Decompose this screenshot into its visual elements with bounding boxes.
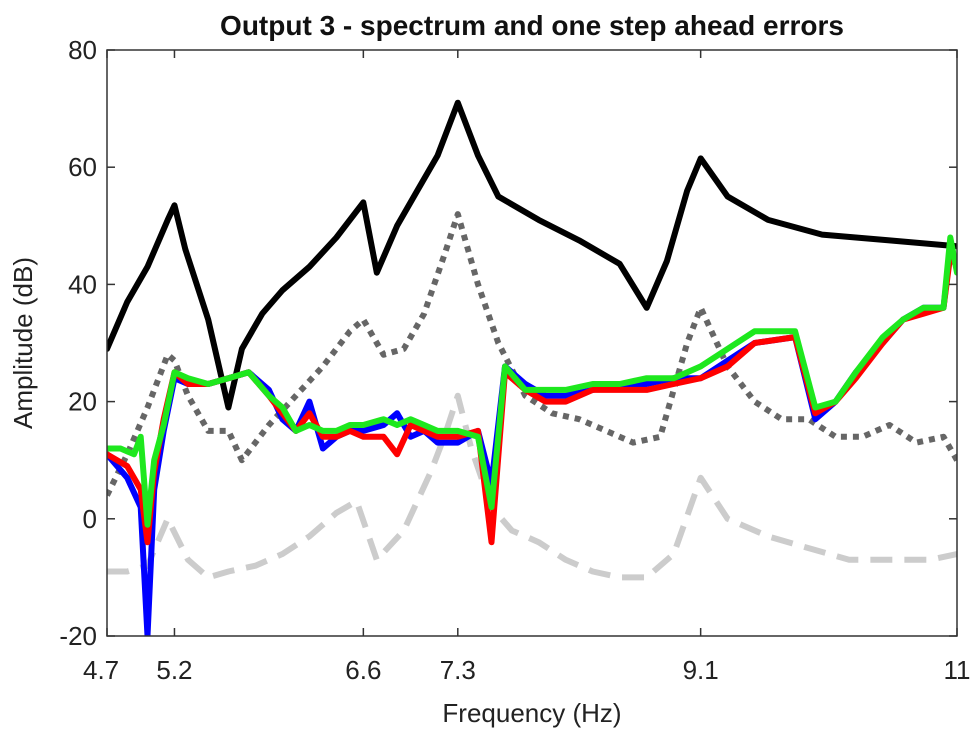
y-axis: -20 0 20 40 60 80 [59,35,957,651]
x-tick-label: 4.7 [83,655,119,685]
x-tick-label: 5.2 [156,655,192,685]
series-line-4 [107,234,957,528]
x-tick-label: 11 [944,655,971,685]
y-tick-label: 80 [68,35,97,65]
y-tick-label: 0 [83,504,97,534]
x-axis-label: Frequency (Hz) [442,698,621,728]
plot-area [107,99,957,636]
series-line-5 [107,211,957,497]
x-tick-label: 6.6 [345,655,381,685]
y-tick-label: -20 [59,621,97,651]
chart-title: Output 3 - spectrum and one step ahead e… [220,10,844,41]
y-tick-label: 20 [68,387,97,417]
x-tick-label: 9.1 [683,655,719,685]
y-tick-label: 40 [68,269,97,299]
y-axis-label: Amplitude (dB) [8,257,38,429]
axes-box [106,49,958,637]
y-tick-label: 60 [68,152,97,182]
x-tick-label: 7.3 [440,655,476,685]
series-line-2 [107,246,957,636]
x-axis: 4.7 5.2 6.6 7.3 9.1 11 [83,50,971,685]
series-line-1 [107,99,957,411]
series-line-6 [107,392,957,581]
